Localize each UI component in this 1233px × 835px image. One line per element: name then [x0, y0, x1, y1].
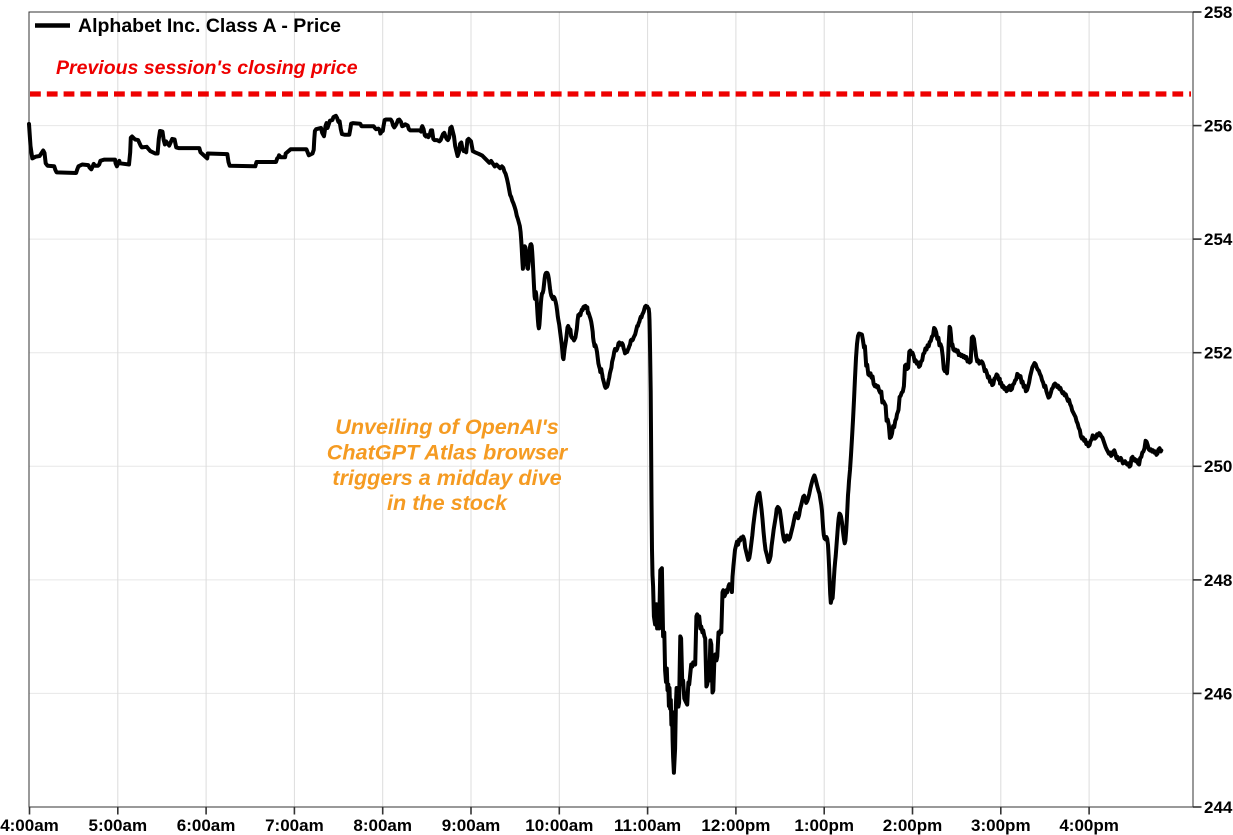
svg-text:252: 252 — [1204, 344, 1232, 363]
svg-text:ChatGPT Atlas browser: ChatGPT Atlas browser — [327, 440, 569, 465]
svg-text:in the stock: in the stock — [387, 490, 508, 515]
svg-text:248: 248 — [1204, 571, 1232, 590]
svg-text:7:00am: 7:00am — [265, 816, 324, 835]
svg-text:Previous session's closing pri: Previous session's closing price — [56, 57, 358, 79]
svg-text:1:00pm: 1:00pm — [794, 816, 854, 835]
svg-text:triggers a midday dive: triggers a midday dive — [332, 465, 561, 490]
svg-text:Alphabet Inc. Class A - Price: Alphabet Inc. Class A - Price — [78, 15, 341, 37]
svg-text:Unveiling of OpenAI's: Unveiling of OpenAI's — [335, 414, 559, 439]
svg-text:12:00pm: 12:00pm — [701, 816, 770, 835]
svg-text:5:00am: 5:00am — [88, 816, 147, 835]
svg-text:11:00am: 11:00am — [614, 816, 681, 835]
svg-text:4:00am: 4:00am — [0, 816, 59, 835]
svg-text:250: 250 — [1204, 457, 1232, 476]
svg-text:8:00am: 8:00am — [353, 816, 412, 835]
svg-text:244: 244 — [1204, 798, 1233, 817]
svg-text:254: 254 — [1204, 230, 1233, 249]
svg-text:3:00pm: 3:00pm — [971, 816, 1031, 835]
svg-text:258: 258 — [1204, 3, 1232, 22]
svg-text:10:00am: 10:00am — [525, 816, 593, 835]
svg-text:256: 256 — [1204, 117, 1232, 136]
svg-text:246: 246 — [1204, 684, 1232, 703]
svg-text:9:00am: 9:00am — [442, 816, 501, 835]
svg-text:4:00pm: 4:00pm — [1059, 816, 1119, 835]
svg-text:6:00am: 6:00am — [177, 816, 236, 835]
svg-text:2:00pm: 2:00pm — [883, 816, 943, 835]
